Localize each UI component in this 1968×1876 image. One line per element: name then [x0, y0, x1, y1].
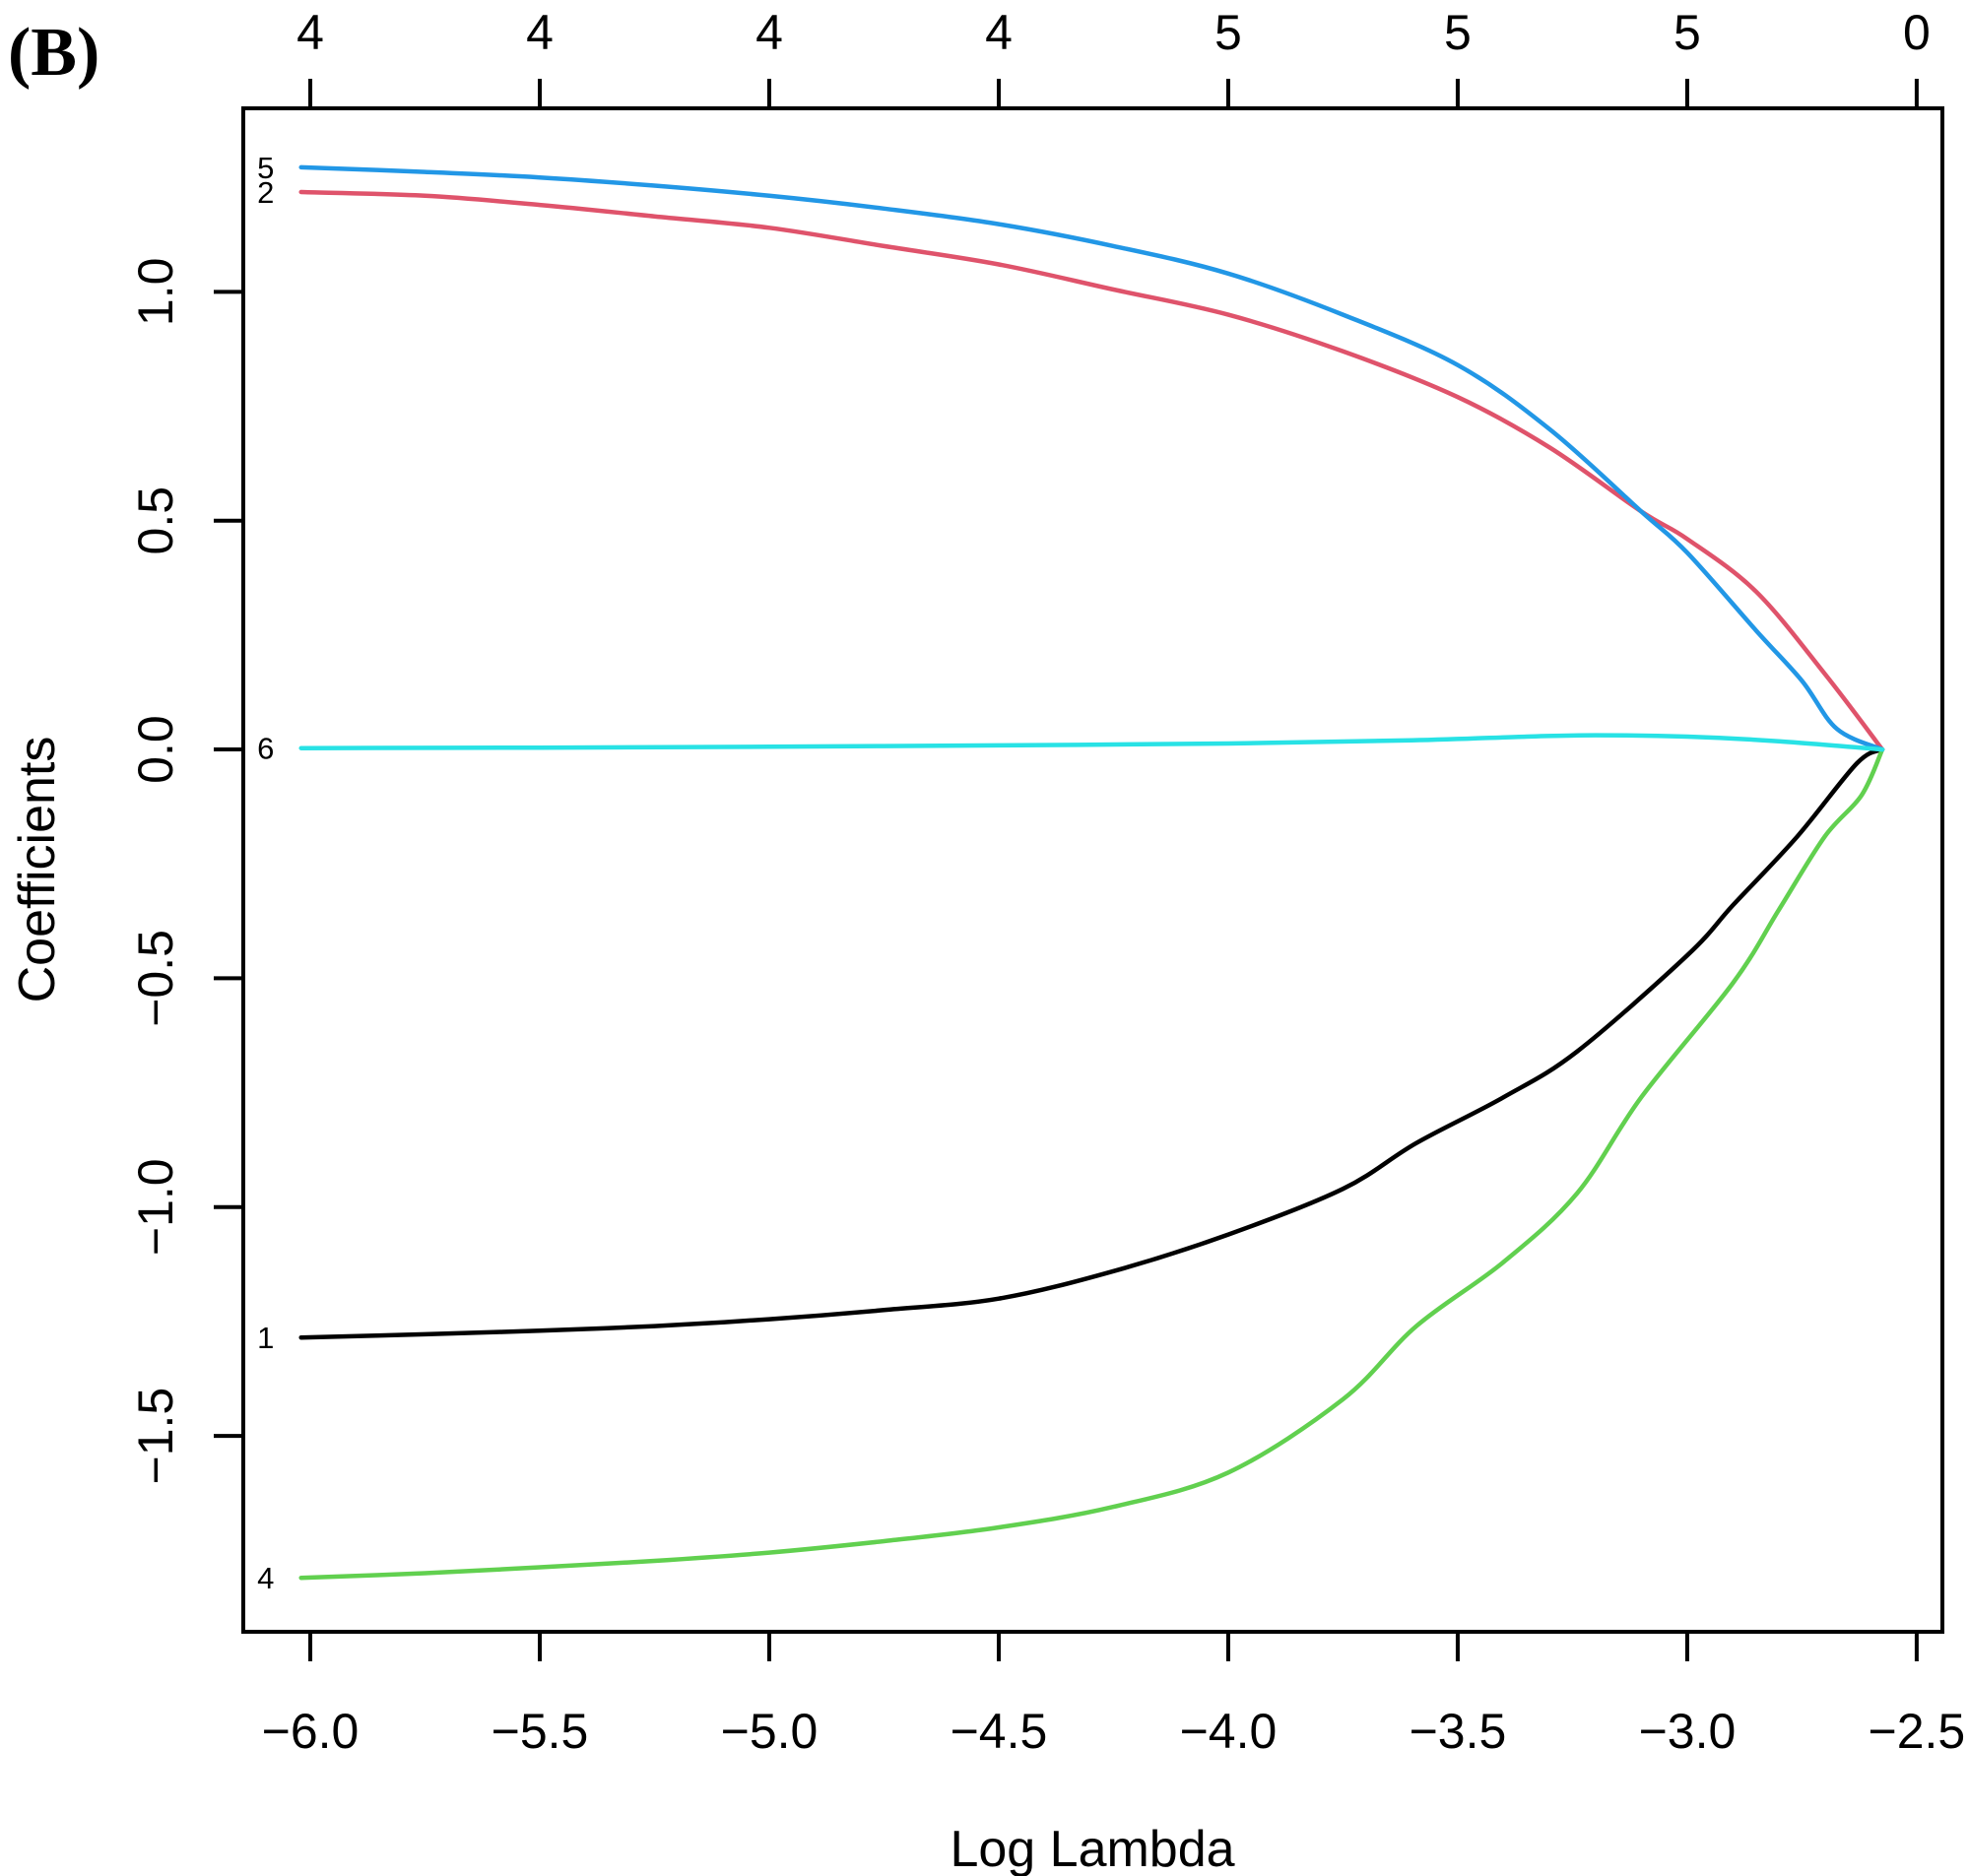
series-start-labels: 1 2 4 5 6: [257, 151, 274, 1595]
series-lines: [298, 164, 1885, 1581]
plot-frame: [241, 106, 1944, 1634]
x-tick-label: −3.5: [1410, 1704, 1507, 1759]
series-start-label-2: 2: [257, 175, 274, 210]
x-axis-title: Log Lambda: [950, 1821, 1234, 1876]
series-start-label-5: 5: [257, 151, 274, 185]
top-tick-label: 5: [1673, 5, 1701, 60]
x-tick-label: −5.5: [492, 1704, 589, 1759]
figure-label: (B): [8, 15, 99, 91]
series-start-label-4: 4: [257, 1561, 274, 1595]
y-axis: 1.0 0.5 0.0 −0.5 −1.0 −1.5: [128, 258, 243, 1485]
series-line-4: [298, 746, 1885, 1581]
series-line-1: [298, 746, 1885, 1340]
x-tick-label: −6.0: [262, 1704, 360, 1759]
series-start-label-6: 6: [257, 732, 274, 766]
top-axis: 4 4 4 4 5 5 5 0: [296, 5, 1931, 108]
y-tick-label: 0.0: [128, 715, 183, 784]
top-tick-label: 4: [985, 5, 1013, 60]
series-line-5: [298, 164, 1885, 752]
series-line-2: [298, 189, 1885, 752]
x-tick-label: −4.5: [951, 1704, 1048, 1759]
top-tick-label: 4: [755, 5, 783, 60]
top-tick-label: 5: [1444, 5, 1472, 60]
y-tick-label: −1.5: [128, 1388, 183, 1485]
top-tick-label: 5: [1214, 5, 1242, 60]
y-tick-label: 1.0: [128, 258, 183, 327]
y-tick-label: −0.5: [128, 930, 183, 1027]
x-tick-label: −3.0: [1639, 1704, 1737, 1759]
x-axis: −6.0 −5.5 −5.0 −4.5 −4.0 −3.5 −3.0 −2.5: [262, 1632, 1966, 1759]
top-tick-label: 4: [526, 5, 554, 60]
x-tick-label: −4.0: [1180, 1704, 1278, 1759]
y-axis-title: Coefficients: [9, 737, 66, 1003]
series-line-6: [298, 733, 1885, 752]
y-tick-label: −1.0: [128, 1158, 183, 1256]
top-tick-label: 4: [296, 5, 324, 60]
top-tick-label: 0: [1903, 5, 1931, 60]
x-tick-label: −2.5: [1869, 1704, 1966, 1759]
series-start-label-1: 1: [257, 1321, 274, 1355]
x-tick-label: −5.0: [721, 1704, 819, 1759]
y-tick-label: 0.5: [128, 486, 183, 555]
